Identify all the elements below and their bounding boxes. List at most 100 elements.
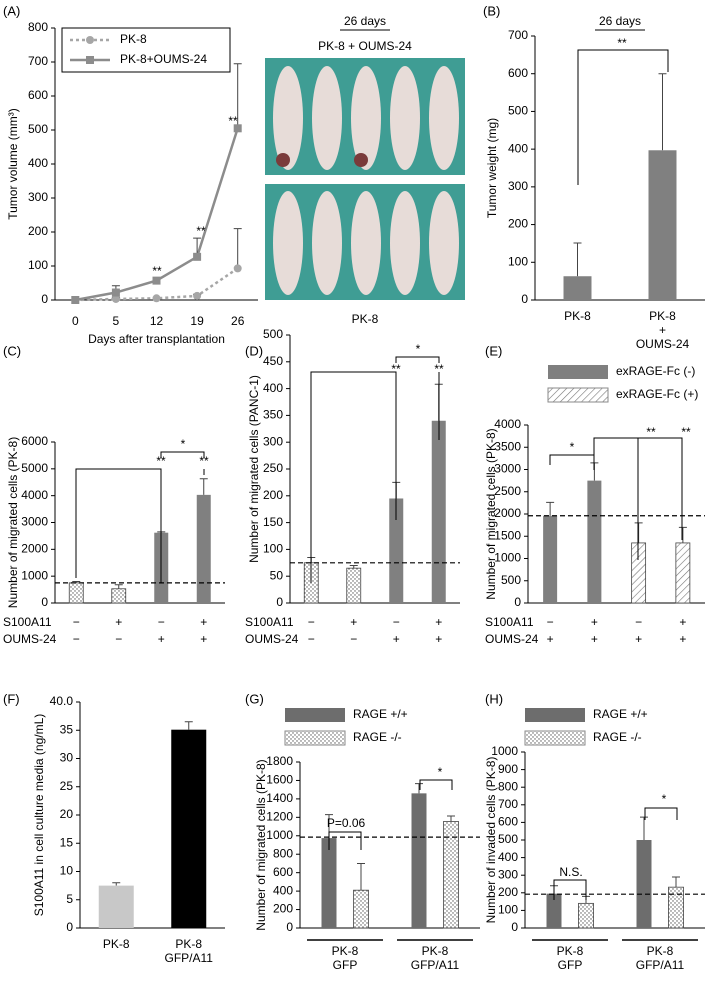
error-bar	[349, 564, 358, 569]
y-tick-label: 0	[41, 595, 48, 609]
condition-sign: −	[73, 632, 80, 646]
condition-sign: +	[158, 632, 165, 646]
y-tick-label: 400	[28, 156, 48, 170]
y-tick-label: 1400	[266, 791, 293, 805]
y-tick-label: 10	[60, 864, 74, 878]
condition-sign: −	[115, 632, 122, 646]
y-tick-label: 1500	[494, 528, 521, 542]
condition-sign: −	[73, 615, 80, 629]
bar	[111, 588, 127, 604]
y-tick-label: 500	[263, 327, 283, 341]
y-tick-label: 150	[263, 515, 283, 529]
significance-bracket	[310, 371, 397, 583]
condition-sign: +	[679, 632, 686, 646]
legend-swatch	[285, 708, 345, 722]
x-tick-label: PK-8 GFP/A11	[636, 944, 685, 972]
annotation: N.S.	[559, 865, 582, 879]
legend-label: RAGE +/+	[593, 707, 648, 721]
significance-bracket	[644, 807, 678, 820]
bar	[68, 582, 84, 604]
y-tick-label: 0	[521, 292, 528, 306]
y-tick-label: 3000	[21, 515, 48, 529]
bar	[196, 494, 211, 603]
condition-sign: +	[115, 615, 122, 629]
bar	[631, 542, 647, 604]
x-tick-label: PK-8 GFP/A11	[165, 937, 214, 965]
legend-label: RAGE -/-	[353, 730, 402, 744]
y-tick-label: 250	[263, 461, 283, 475]
x-tick-label: 0	[72, 314, 79, 328]
annotation: *	[416, 342, 421, 356]
error-bar	[634, 522, 643, 543]
x-tick-label: PK-8 GFP	[332, 944, 359, 972]
legend-swatch	[547, 387, 609, 403]
y-tick-label: 100	[263, 542, 283, 556]
y-tick-label: 400	[498, 850, 518, 864]
significance-bracket	[160, 451, 205, 458]
y-tick-label: 450	[263, 354, 283, 368]
y-tick-label: 600	[508, 66, 528, 80]
marker	[111, 294, 120, 303]
mice	[273, 66, 459, 170]
y-tick-label: 1000	[21, 568, 48, 582]
legend-swatch	[524, 730, 586, 746]
x-tick-label: 19	[190, 314, 204, 328]
y-tick-label: 700	[28, 54, 48, 68]
y-tick-label: 2500	[494, 484, 521, 498]
y-tick-label: 600	[273, 865, 293, 879]
y-tick-label: 100	[508, 254, 528, 268]
panel-label: (B)	[483, 3, 500, 18]
y-tick-label: 700	[508, 28, 528, 42]
condition-sign: +	[547, 632, 554, 646]
y-tick-label: 5000	[21, 461, 48, 475]
y-tick-label: 500	[498, 832, 518, 846]
annotation: **	[434, 362, 444, 376]
bar	[675, 542, 691, 604]
y-tick-label: 4000	[494, 417, 521, 431]
panel-label: (H)	[485, 691, 503, 706]
y-tick-label: 1200	[266, 810, 293, 824]
y-axis-label: Number of migrated cells (PANC-1)	[247, 375, 261, 563]
y-tick-label: 0	[514, 595, 521, 609]
significance-bracket	[395, 356, 440, 363]
y-axis-label: Tumor volume (mm³)	[6, 108, 20, 220]
condition-sign: −	[158, 615, 165, 629]
legend-label: exRAGE-Fc (+)	[616, 387, 698, 401]
panel-label: (E)	[485, 343, 502, 358]
x-tick-label: PK-8	[103, 937, 130, 951]
bar	[668, 886, 684, 929]
condition-name: OUMS-24	[245, 632, 299, 646]
marker	[71, 296, 80, 304]
x-tick-label: PK-8 GFP/A11	[411, 944, 460, 972]
error-bar	[447, 815, 455, 822]
significance-bracket	[419, 779, 453, 790]
y-tick-label: 15	[60, 835, 74, 849]
bar	[346, 567, 362, 604]
condition-sign: +	[635, 632, 642, 646]
chart-title: 26 days	[599, 14, 641, 28]
x-tick-label: PK-8 GFP	[557, 944, 584, 972]
legend-marker	[86, 56, 94, 64]
y-tick-label: 40.0	[50, 694, 74, 708]
y-tick-label: 2000	[494, 506, 521, 520]
y-tick-label: 3000	[494, 462, 521, 476]
y-tick-label: 20	[60, 807, 74, 821]
condition-sign: −	[308, 615, 315, 629]
annotation: **	[199, 454, 209, 468]
condition-sign: +	[591, 632, 598, 646]
y-tick-label: 30	[60, 751, 74, 765]
y-tick-label: 100	[28, 258, 48, 272]
bar	[443, 821, 459, 929]
y-tick-label: 300	[263, 434, 283, 448]
x-axis-label: Days after transplantation	[88, 332, 225, 346]
error-bar	[672, 876, 680, 888]
y-tick-label: 600	[28, 88, 48, 102]
marker	[152, 294, 161, 303]
error-bar	[640, 816, 648, 840]
condition-sign: +	[435, 632, 442, 646]
bar	[98, 885, 134, 928]
bar	[587, 480, 602, 603]
annotation: **	[617, 36, 627, 50]
error-bar	[415, 783, 423, 794]
